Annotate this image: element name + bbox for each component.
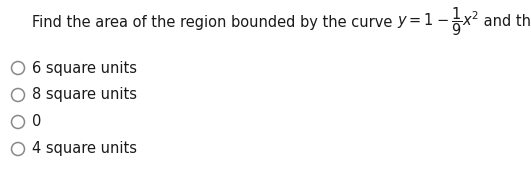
Text: $y=1-\dfrac{1}{9}x^2$: $y=1-\dfrac{1}{9}x^2$ [397, 6, 479, 38]
Text: 0: 0 [32, 114, 41, 130]
Text: and the: and the [479, 15, 531, 30]
Text: 4 square units: 4 square units [32, 142, 137, 156]
Text: 6 square units: 6 square units [32, 61, 137, 75]
Text: Find the area of the region bounded by the curve: Find the area of the region bounded by t… [32, 15, 397, 30]
Text: 8 square units: 8 square units [32, 88, 137, 103]
